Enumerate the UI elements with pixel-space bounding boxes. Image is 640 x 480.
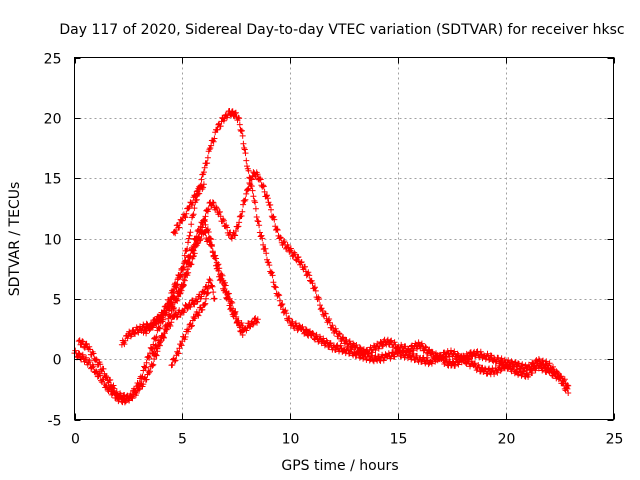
- x-tick-label: 15: [390, 432, 408, 448]
- series-track-5: [149, 276, 218, 357]
- x-tick-label: 5: [178, 432, 187, 448]
- axis-ticks: [74, 57, 615, 421]
- marker-plus-path: [168, 289, 212, 369]
- data-marks: [71, 108, 572, 406]
- y-tick-label: -5: [48, 414, 62, 430]
- x-tick-label: 10: [282, 432, 300, 448]
- grid-layer: [74, 57, 614, 420]
- marker-plus-path: [75, 169, 572, 405]
- series-track-7: [168, 289, 212, 369]
- x-tick-label: 25: [606, 432, 624, 448]
- series-track-2: [75, 169, 572, 405]
- y-axis-label: SDTVAR / TECUs: [7, 182, 23, 297]
- y-tick-label: 15: [44, 172, 62, 188]
- y-tick-label: 25: [44, 52, 62, 68]
- x-tick-label: 0: [71, 432, 80, 448]
- y-tick-label: 20: [44, 112, 62, 128]
- chart-title: Day 117 of 2020, Sidereal Day-to-day VTE…: [59, 22, 624, 38]
- x-tick-label: 20: [498, 432, 516, 448]
- y-tick-label: 0: [53, 353, 62, 369]
- y-tick-label: 5: [53, 293, 62, 309]
- x-axis-label: GPS time / hours: [281, 458, 398, 474]
- plot-frame: [74, 57, 614, 420]
- y-tick-labels: -5 0 5 10 15 20 25: [44, 52, 62, 430]
- series-track-4: [140, 228, 246, 338]
- marker-plus-path: [170, 181, 207, 237]
- series-track-6: [170, 181, 207, 237]
- x-tick-labels: 0 5 10 15 20 25: [71, 432, 623, 448]
- marker-plus-path: [149, 276, 218, 357]
- y-tick-label: 10: [44, 233, 62, 249]
- marker-plus-path: [140, 228, 246, 338]
